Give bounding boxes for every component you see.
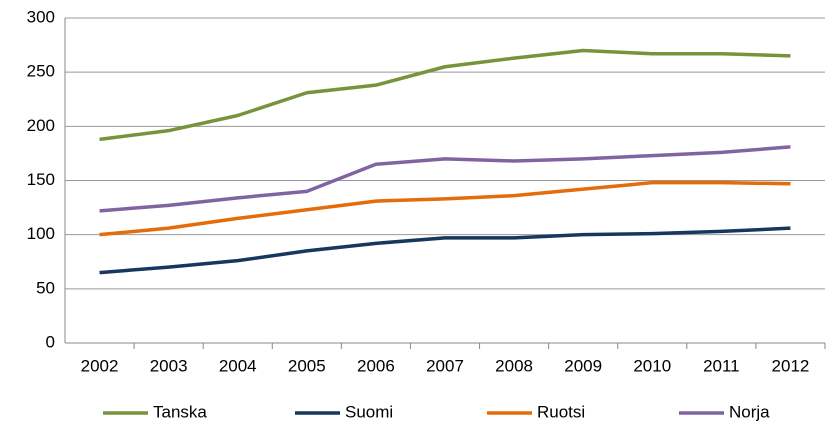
- y-tick-label: 250: [27, 62, 55, 81]
- x-tick-label: 2009: [564, 356, 602, 375]
- x-tick-label: 2006: [357, 356, 395, 375]
- series-line: [99, 180, 791, 237]
- x-tick-label: 2002: [81, 356, 119, 375]
- x-tick-label: 2004: [219, 356, 257, 375]
- series-line: [99, 226, 791, 275]
- y-tick-label: 150: [27, 170, 55, 189]
- series-line: [99, 48, 791, 142]
- legend-label: Suomi: [345, 402, 393, 421]
- legend-label: Norja: [729, 402, 770, 421]
- legend-label: Tanska: [153, 402, 207, 421]
- x-tick-label: 2005: [288, 356, 326, 375]
- legend-label: Ruotsi: [537, 402, 585, 421]
- series-line: [99, 145, 791, 213]
- x-tick-label: 2012: [772, 356, 810, 375]
- y-tick-label: 50: [36, 278, 55, 297]
- y-tick-label: 200: [27, 116, 55, 135]
- x-tick-label: 2010: [633, 356, 671, 375]
- x-tick-label: 2003: [150, 356, 188, 375]
- y-tick-label: 0: [46, 332, 55, 351]
- x-tick-label: 2007: [426, 356, 464, 375]
- x-tick-label: 2011: [703, 356, 740, 375]
- y-tick-label: 100: [27, 224, 55, 243]
- y-tick-label: 300: [27, 7, 55, 26]
- x-tick-label: 2008: [495, 356, 533, 375]
